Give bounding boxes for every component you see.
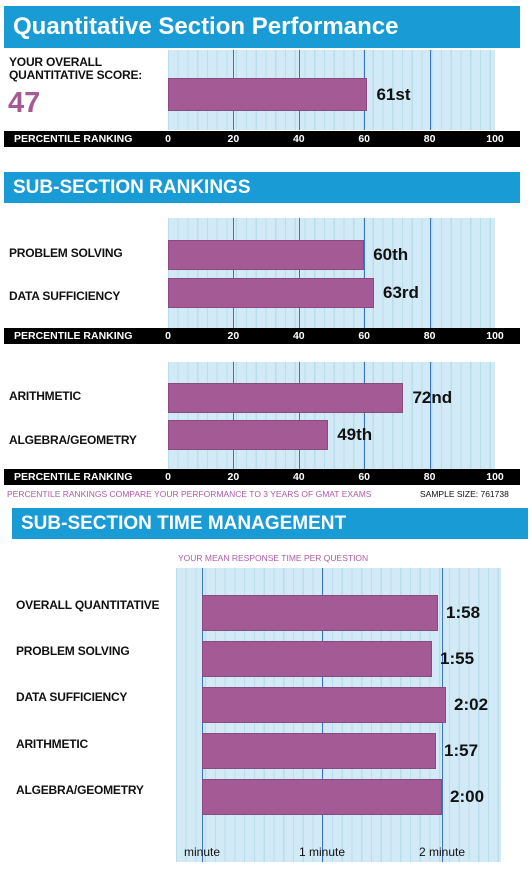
subsection-plot-2: [168, 362, 495, 469]
data-label: 60th: [373, 245, 409, 264]
time-axis-tick-label: 2 minute: [418, 845, 466, 859]
axis-tick-label: 0: [165, 133, 171, 145]
axis-tick-label: 20: [227, 471, 240, 483]
overall-score: 47: [8, 87, 41, 119]
bar-data-sufficiency: [168, 278, 374, 308]
bar-your-overall-quantitative-score: [168, 78, 368, 111]
data-label: 2:02: [454, 695, 489, 714]
axis-tick-label: 80: [423, 471, 436, 483]
axis-title: PERCENTILE RANKING: [14, 133, 133, 145]
bar-arithmetic: [168, 383, 404, 413]
axis-tick-label: 80: [423, 133, 436, 145]
category-label-arithmetic: ARITHMETIC: [9, 389, 81, 403]
axis-tick-label: 100: [486, 133, 504, 145]
category-label-problem-solving: PROBLEM SOLVING: [9, 246, 123, 260]
percentile-axis-2: PERCENTILE RANKING 0 20 40 60 80 100: [4, 328, 520, 344]
percentile-axis-3: PERCENTILE RANKING 0 20 40 60 80 100: [4, 469, 520, 485]
data-label: 1:58: [446, 603, 481, 622]
data-label: 49th: [337, 425, 373, 444]
axis-tick-label: 100: [486, 471, 504, 483]
axis-tick-label: 40: [292, 330, 305, 342]
time-axis-tick-label: 1 minute: [298, 845, 346, 859]
category-label-algebra-geometry: ALGEBRA/GEOMETRY: [9, 433, 137, 447]
axis-tick-label: 20: [227, 133, 240, 145]
data-label: 72nd: [412, 388, 453, 407]
gridline: [298, 362, 300, 469]
time-label-algebra-geometry: ALGEBRA/GEOMETRY: [16, 783, 144, 797]
data-label: 63rd: [383, 283, 419, 302]
gridline: [364, 218, 366, 328]
category-label-data-sufficiency: DATA SUFFICIENCY: [9, 289, 121, 303]
bar-data-sufficiency: [202, 687, 446, 723]
axis-tick-label: 40: [292, 471, 305, 483]
time-management-header: SUB-SECTION TIME MANAGEMENT: [12, 508, 528, 539]
gridline: [364, 362, 366, 469]
time-management-title: SUB-SECTION TIME MANAGEMENT: [21, 513, 347, 534]
axis-tick-label: 60: [358, 330, 371, 342]
quant-section-title: Quantitative Section Performance: [13, 13, 399, 40]
subsection-plot-1: [168, 218, 495, 328]
time-label-problem-solving: PROBLEM SOLVING: [16, 644, 130, 658]
overall-label-line1: YOUR OVERALL: [9, 55, 102, 69]
axis-tick-label: 60: [358, 471, 371, 483]
axis-tick-label: 60: [358, 133, 371, 145]
bar-problem-solving: [202, 641, 432, 677]
percentile-axis-1: PERCENTILE RANKING 0 20 40 60 80 100: [4, 131, 520, 147]
bar-algebra-geometry: [168, 420, 329, 450]
quant-section-header: Quantitative Section Performance: [4, 6, 520, 48]
axis-tick-label: 20: [227, 330, 240, 342]
gridline: [429, 218, 431, 328]
subsection-header: SUB-SECTION RANKINGS: [4, 172, 520, 203]
overall-label-line2: QUANTITATIVE SCORE:: [9, 68, 143, 82]
axis-tick-label: 100: [486, 330, 504, 342]
time-label-data-sufficiency: DATA SUFFICIENCY: [16, 690, 128, 704]
gridline: [298, 218, 300, 328]
data-label: 61st: [376, 84, 411, 104]
axis-tick-label: 80: [423, 330, 436, 342]
bar-arithmetic: [202, 733, 436, 769]
bar-problem-solving: [168, 240, 365, 270]
axis-tick-label: 0: [165, 471, 171, 483]
time-axis-tick-label: minute: [183, 845, 221, 859]
axis-tick-label: 40: [292, 133, 305, 145]
axis-title: PERCENTILE RANKING: [14, 330, 133, 342]
bar-algebra-geometry: [202, 779, 442, 815]
data-label: 2:00: [450, 787, 485, 806]
gridline: [429, 362, 431, 469]
gridline: [429, 50, 431, 130]
axis-title: PERCENTILE RANKING: [14, 471, 133, 483]
bar-overall-quantitative: [202, 595, 438, 631]
axis-tick-label: 0: [165, 330, 171, 342]
time-subtitle: YOUR MEAN RESPONSE TIME PER QUESTION: [178, 553, 369, 563]
data-label: 1:57: [444, 741, 479, 760]
gridline: [233, 218, 235, 328]
gridline: [233, 362, 235, 469]
data-label: 1:55: [440, 649, 475, 668]
time-label-overall-quantitative: OVERALL QUANTITATIVE: [16, 598, 160, 612]
footer-note: PERCENTILE RANKINGS COMPARE YOUR PERFORM…: [7, 489, 372, 499]
sample-size: SAMPLE SIZE: 761738: [420, 489, 509, 499]
subsection-title: SUB-SECTION RANKINGS: [13, 177, 251, 198]
time-label-arithmetic: ARITHMETIC: [16, 737, 88, 751]
